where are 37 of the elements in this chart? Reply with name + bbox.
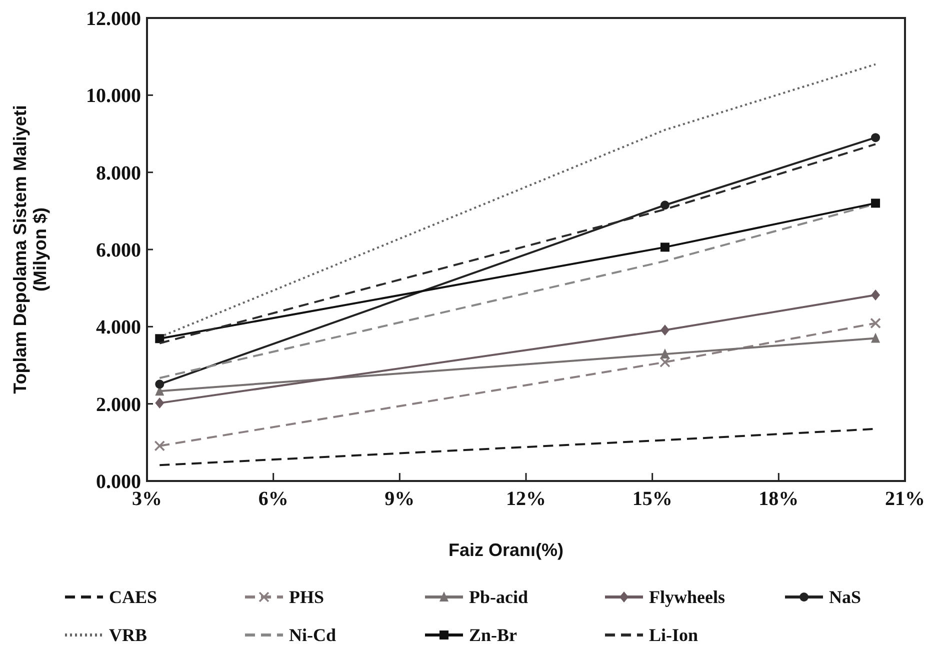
y-tick-label: 8.000 <box>96 162 141 184</box>
x-tick-label: 15% <box>632 488 672 510</box>
legend-label: Ni-Cd <box>289 625 336 645</box>
legend-label: Li-Ion <box>649 625 698 645</box>
point <box>155 380 164 389</box>
x-axis-title: Faiz Oranı(%) <box>448 540 564 560</box>
point <box>154 440 166 452</box>
point <box>871 133 880 142</box>
y-axis-title: Toplam Depolama Sistem Maliyeti (Milyon $) <box>10 105 50 394</box>
point <box>660 242 670 252</box>
point <box>870 318 881 329</box>
legend-label: Flywheels <box>649 587 725 607</box>
legend-label: Zn-Br <box>469 625 518 645</box>
x-tick-label: 18% <box>758 488 799 510</box>
point <box>871 332 880 343</box>
point <box>155 398 164 409</box>
y-tick-label: 6.000 <box>96 240 141 262</box>
y-tick-label: 2.000 <box>96 394 141 416</box>
point <box>660 348 670 359</box>
x-tick-label: 9% <box>384 488 415 510</box>
legend-label: PHS <box>289 587 324 607</box>
y-tick-label: 4.000 <box>96 316 141 339</box>
point <box>660 200 670 210</box>
point <box>155 334 164 344</box>
point <box>660 324 670 336</box>
point <box>660 356 670 368</box>
legend-label: VRB <box>109 625 148 645</box>
legend-label: CAES <box>109 587 158 607</box>
x-tick-label: 6% <box>258 488 288 510</box>
x-tick-label: 12% <box>506 488 546 510</box>
point <box>871 290 880 301</box>
legend-label: Pb-acid <box>469 587 528 607</box>
y-tick-label: 10.000 <box>86 85 141 108</box>
legend-label: NaS <box>829 587 862 607</box>
point <box>871 198 880 208</box>
x-tick-label: 21% <box>885 488 925 510</box>
y-tick-label: 12.000 <box>86 8 141 30</box>
